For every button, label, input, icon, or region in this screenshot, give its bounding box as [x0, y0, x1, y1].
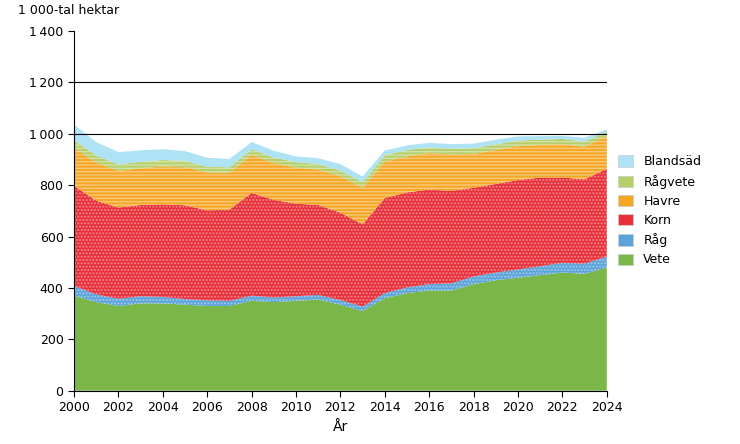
Y-axis label: 1 000-tal hektar: 1 000-tal hektar — [18, 4, 119, 17]
Legend: Blandsäd, Rågvete, Havre, Korn, Råg, Vete: Blandsäd, Rågvete, Havre, Korn, Råg, Vet… — [619, 155, 702, 266]
X-axis label: År: År — [333, 420, 348, 434]
